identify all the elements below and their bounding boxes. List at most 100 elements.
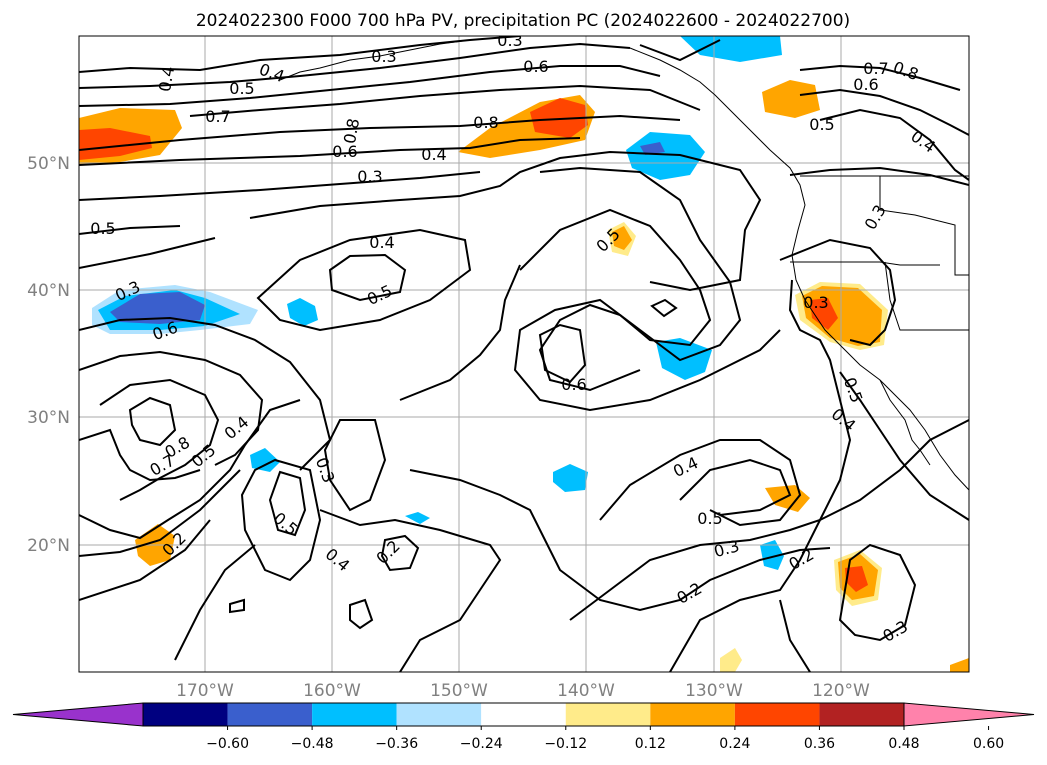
pv-contour bbox=[328, 253, 407, 302]
pv-contour bbox=[256, 228, 472, 332]
contour-label: 0.3 bbox=[371, 47, 396, 66]
colorbar-tick-label: −0.12 bbox=[544, 736, 587, 752]
map-panel: 0.4 0.5 0.4 0.3 0.3 0.6 0.7 0.8 0.6 0.4 … bbox=[79, 31, 969, 672]
colorbar-segment bbox=[734, 703, 820, 726]
pv-contour bbox=[79, 237, 216, 269]
contour-label: 0.5 bbox=[697, 509, 722, 528]
pv-contour bbox=[569, 419, 969, 621]
colorbar-segment bbox=[565, 703, 651, 726]
pv-contour bbox=[380, 534, 420, 572]
contour-label: 0.7 bbox=[863, 59, 888, 78]
precip-strong-positive-area bbox=[810, 298, 838, 330]
contour-label: 0.6 bbox=[853, 75, 878, 94]
colorbar-extend-low bbox=[12, 702, 144, 727]
precip-negative-area bbox=[405, 512, 430, 524]
precip-light-positive-area bbox=[720, 648, 742, 672]
pv-contour bbox=[779, 238, 897, 347]
colorbar-tick-label: 0.24 bbox=[719, 736, 750, 752]
pv-contour bbox=[79, 469, 241, 557]
aleutian-islands bbox=[279, 39, 471, 81]
pv-contour bbox=[409, 469, 831, 612]
baja-coastline bbox=[879, 379, 931, 466]
precip-negative-area bbox=[287, 298, 318, 326]
contour-label: 0.4 bbox=[421, 145, 446, 164]
lat-label: 20°N bbox=[27, 536, 70, 556]
pv-contour bbox=[189, 84, 701, 117]
colorbar-extend-high bbox=[903, 702, 1035, 727]
colorbar-tick-label: 0.12 bbox=[635, 736, 666, 752]
state-border bbox=[879, 176, 969, 276]
contour-label: 0.6 bbox=[332, 142, 357, 161]
contour-label: 0.4 bbox=[369, 233, 394, 252]
colorbar-frame bbox=[142, 702, 905, 727]
contour-label: 0.6 bbox=[523, 57, 548, 76]
lon-label: 150°W bbox=[430, 681, 488, 701]
contour-label: 0.3 bbox=[357, 167, 382, 186]
pv-contour bbox=[799, 64, 961, 91]
pv-contour bbox=[79, 65, 661, 107]
pv-contour bbox=[79, 519, 211, 601]
contour-label: 0.3 bbox=[803, 293, 828, 312]
contour-label: 0.3 bbox=[497, 31, 522, 50]
precip-positive-area bbox=[950, 658, 969, 672]
precip-negative-area bbox=[553, 464, 588, 492]
pv-contour bbox=[839, 371, 969, 521]
pv-contour bbox=[240, 458, 322, 582]
colorbar-segment bbox=[819, 703, 904, 726]
lat-label: 30°N bbox=[27, 408, 70, 428]
pv-contour bbox=[174, 544, 256, 661]
pv-contour bbox=[79, 350, 264, 466]
precip-strong-negative-area bbox=[640, 142, 665, 155]
precip-positive-area bbox=[762, 80, 820, 118]
pv-contour bbox=[538, 323, 587, 384]
precip-strong-positive-area bbox=[530, 98, 588, 138]
lat-label: 40°N bbox=[27, 281, 70, 301]
colorbar-tick-label: −0.60 bbox=[206, 736, 249, 752]
pv-contour bbox=[79, 225, 181, 235]
lon-label: 130°W bbox=[685, 681, 743, 701]
pv-contour bbox=[650, 298, 678, 318]
colorbar-segment bbox=[396, 703, 482, 726]
precip-negative-area bbox=[760, 540, 784, 570]
pv-contour bbox=[599, 439, 802, 527]
contour-label: 0.5 bbox=[229, 79, 254, 98]
pv-contour bbox=[669, 279, 852, 672]
contour-label: 0.5 bbox=[809, 115, 834, 134]
pv-contour bbox=[838, 543, 917, 642]
colorbar-tick-label: 0.48 bbox=[888, 736, 919, 752]
precip-negative-area bbox=[680, 36, 782, 62]
precip-strong-positive-area bbox=[79, 128, 152, 160]
lat-label: 50°N bbox=[27, 154, 70, 174]
pv-contour bbox=[79, 137, 581, 166]
pv-contour bbox=[779, 599, 811, 672]
pv-contour bbox=[99, 378, 220, 501]
pv-contour bbox=[79, 42, 631, 89]
pv-contour bbox=[229, 598, 245, 614]
pv-contour bbox=[249, 150, 762, 292]
pv-contour bbox=[819, 108, 969, 181]
pv-contour bbox=[789, 166, 969, 186]
precip-strong-positive-area bbox=[845, 566, 868, 592]
colorbar-segment bbox=[312, 703, 397, 726]
colorbar-tick-label: 0.60 bbox=[973, 736, 1004, 752]
pv-contour bbox=[639, 39, 721, 62]
contour-label: 0.5 bbox=[90, 219, 115, 238]
pv-contour bbox=[79, 399, 301, 540]
latitude-labels: 50°N 40°N 30°N 20°N bbox=[27, 154, 70, 556]
pv-contour bbox=[79, 114, 681, 151]
colorbar-segment bbox=[143, 703, 228, 726]
contour-label: 0.7 bbox=[205, 107, 230, 126]
state-border bbox=[790, 261, 940, 266]
contour-label: 0.8 bbox=[340, 117, 363, 145]
colorbar-segment bbox=[227, 703, 313, 726]
lon-label: 120°W bbox=[812, 681, 870, 701]
pv-contour bbox=[399, 264, 521, 401]
contour-label: 0.8 bbox=[473, 113, 498, 132]
pv-contour bbox=[319, 509, 502, 672]
figure-title: 2024022300 F000 700 hPa PV, precipitatio… bbox=[196, 11, 850, 31]
precip-strong-negative-area bbox=[110, 292, 205, 324]
map-gridlines bbox=[79, 36, 969, 672]
lon-label: 140°W bbox=[557, 681, 615, 701]
pv-contour bbox=[799, 88, 969, 136]
